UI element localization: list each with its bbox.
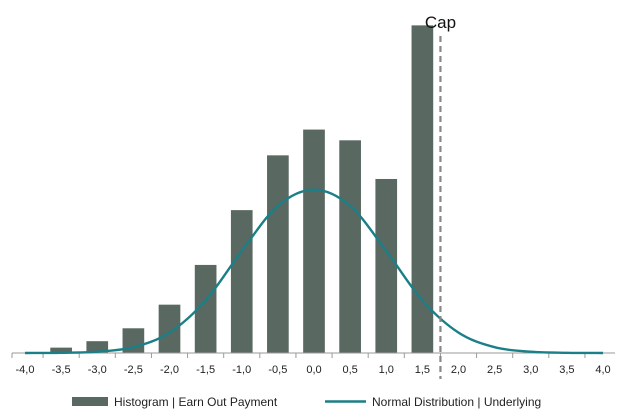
- histogram-bars: [50, 25, 434, 354]
- x-tick-label: -2,5: [124, 364, 143, 376]
- x-tick-label: 3,5: [559, 364, 574, 376]
- cap-marker: Cap: [425, 13, 456, 379]
- normal-curve-group: [24, 188, 604, 355]
- x-axis: -4,0 -3,5 -3,0 -2,5 -2,0 -1,5 -1,0 -0,5 0,0 0,5 1,…: [11, 352, 615, 376]
- histogram-bar: [339, 140, 361, 353]
- legend: Histogram | Earn Out Payment Normal Distr…: [72, 395, 541, 409]
- x-tick-label: -2,0: [160, 364, 179, 376]
- x-tick-label: 0,0: [306, 364, 321, 376]
- x-tick-label: -3,5: [52, 364, 71, 376]
- histogram-bar: [50, 347, 72, 353]
- histogram-bar: [230, 210, 253, 353]
- legend-swatch-histogram: [72, 397, 108, 406]
- x-tick-label: -4,0: [16, 364, 35, 376]
- x-tick-label: -1,0: [232, 364, 251, 376]
- x-tick-label: -1,5: [196, 364, 215, 376]
- histogram-bar: [375, 178, 398, 353]
- x-tick-label: 1,0: [379, 364, 394, 376]
- histogram-bar: [194, 264, 217, 353]
- x-tick-label: 2,5: [487, 364, 502, 376]
- histogram-bar: [158, 304, 181, 353]
- x-tick-label: 2,0: [451, 364, 466, 376]
- histogram-bar: [267, 155, 289, 353]
- x-tick-label: 0,5: [342, 364, 357, 376]
- legend-label-normal: Normal Distribution | Underlying: [372, 395, 541, 409]
- x-tick-label: 3,0: [523, 364, 538, 376]
- legend-label-histogram: Histogram | Earn Out Payment: [114, 395, 278, 409]
- x-tick-label: -0,5: [268, 364, 287, 376]
- x-tick-label: 1,5: [415, 364, 430, 376]
- x-tick-label: 4,0: [595, 364, 610, 376]
- histogram-bar: [303, 129, 325, 353]
- normal-distribution-line: [24, 188, 604, 355]
- histogram-bar: [86, 341, 109, 353]
- x-tick-label: -3,0: [88, 364, 107, 376]
- cap-label: Cap: [425, 13, 456, 32]
- histogram-bar: [411, 25, 434, 354]
